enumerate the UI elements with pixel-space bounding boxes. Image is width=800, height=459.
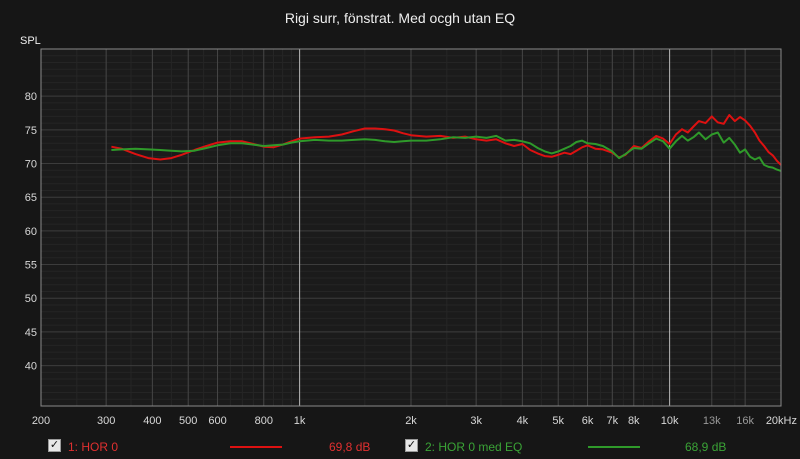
- x-tick-label: 10k: [661, 415, 679, 427]
- x-tick-label: 500: [179, 415, 197, 427]
- x-tick-label: 200: [32, 415, 50, 427]
- x-tick-label: 20kHz: [766, 415, 797, 427]
- x-tick-label: 4k: [517, 415, 529, 427]
- check-mark-icon: ✓: [406, 439, 417, 451]
- y-tick-label: 75: [25, 125, 37, 137]
- x-tick-label: 400: [143, 415, 161, 427]
- series-2-checkbox[interactable]: ✓: [405, 439, 418, 452]
- x-tick-label: 5k: [552, 415, 564, 427]
- x-tick-label: 300: [97, 415, 115, 427]
- x-tick-label: 6k: [582, 415, 594, 427]
- y-tick-label: 70: [25, 159, 37, 171]
- y-tick-label: 45: [25, 327, 37, 339]
- y-tick-label: 65: [25, 192, 37, 204]
- series-1-value: 69,8 dB: [329, 440, 371, 454]
- legend: ✓ 1: HOR 0 69,8 dB ✓ 2: HOR 0 med EQ 68,…: [0, 434, 800, 459]
- x-tick-label: 800: [255, 415, 273, 427]
- y-tick-label: 80: [25, 91, 37, 103]
- series-line-2: [111, 131, 782, 172]
- y-axis-label: SPL: [20, 35, 41, 47]
- series-1-name: 1: HOR 0: [68, 440, 119, 454]
- x-tick-label: 2k: [405, 415, 417, 427]
- series-2-name: 2: HOR 0 med EQ: [425, 440, 523, 454]
- x-tick-label: 1k: [294, 415, 306, 427]
- series-2-value: 68,9 dB: [685, 440, 727, 454]
- x-tick-label: 600: [208, 415, 226, 427]
- frequency-response-chart: Rigi surr, fönstrat. Med ocgh utan EQ SP…: [20, 10, 797, 427]
- x-tick-label: 16k: [736, 415, 754, 427]
- x-tick-label: 8k: [628, 415, 640, 427]
- x-tick-label: 13k: [703, 415, 721, 427]
- y-tick-label: 60: [25, 226, 37, 238]
- y-tick-label: 40: [25, 361, 37, 373]
- series-1-swatch: [230, 446, 282, 448]
- x-tick-label: 3k: [470, 415, 482, 427]
- chart-title: Rigi surr, fönstrat. Med ocgh utan EQ: [285, 10, 515, 26]
- x-tick-label: 7k: [606, 415, 618, 427]
- y-tick-label: 50: [25, 293, 37, 305]
- check-mark-icon: ✓: [49, 439, 60, 451]
- y-tick-label: 55: [25, 260, 37, 272]
- series-2-swatch: [588, 446, 640, 448]
- series-1-checkbox[interactable]: ✓: [48, 439, 61, 452]
